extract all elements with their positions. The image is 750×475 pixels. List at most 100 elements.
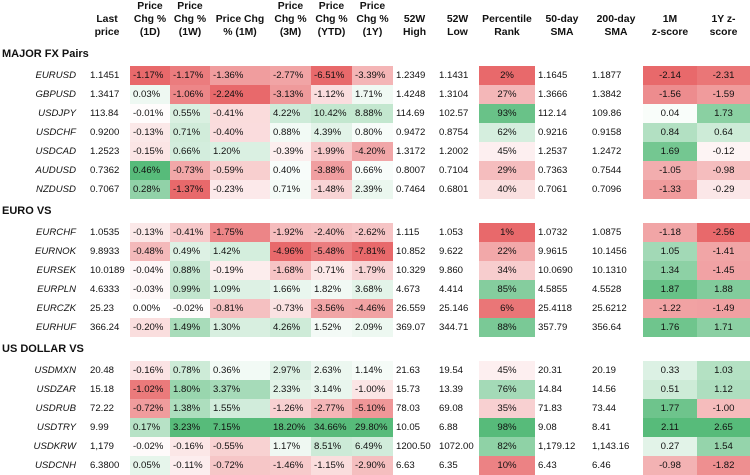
- chg-1w: -0.73%: [170, 161, 210, 180]
- chg-1y: -1.79%: [352, 261, 393, 280]
- high-52w: 6.63: [396, 460, 415, 471]
- zscore-1m: -1.56: [643, 85, 697, 104]
- chg-ytd: 10.42%: [311, 104, 352, 123]
- low-52w: 25.146: [439, 303, 469, 314]
- chg-1y: -2.62%: [352, 223, 393, 242]
- chg-1d: -0.01%: [130, 104, 170, 123]
- sma-50: 25.4118: [538, 303, 572, 314]
- pair-name: EURHUF: [36, 322, 76, 333]
- zscore-1y: 1.73: [697, 104, 750, 123]
- column-header-last-price: Last price: [94, 14, 120, 38]
- table-row: GBPUSD 1.3417 0.03% -1.06% -2.24% -3.13% -1.12…: [0, 85, 750, 104]
- zscore-1m: 1.76: [643, 318, 697, 337]
- chg-1y: -5.10%: [352, 399, 393, 418]
- high-52w: 10.852: [396, 246, 426, 257]
- sma-50: 4.5855: [538, 284, 568, 295]
- sma-200: 10.1310: [592, 265, 627, 276]
- zscore-1m: -0.98: [643, 456, 697, 475]
- chg-1y: 29.80%: [352, 418, 393, 437]
- low-52w: 102.57: [439, 108, 469, 119]
- chg-1m: -0.81%: [210, 299, 270, 318]
- chg-1w: 1.49%: [170, 318, 210, 337]
- pair-name: GBPUSD: [35, 89, 76, 100]
- sma-50: 0.9216: [538, 127, 568, 138]
- chg-ytd: -3.88%: [311, 161, 352, 180]
- chg-1m: 1.20%: [210, 142, 270, 161]
- section-header: EURO VS: [0, 199, 750, 223]
- table-row: EURCZK 25.23 0.00% -0.02% -0.81% -0.73% -3.56%…: [0, 299, 750, 318]
- chg-1m: -0.41%: [210, 104, 270, 123]
- sma-50: 20.31: [538, 365, 563, 376]
- zscore-1m: 0.27: [643, 437, 697, 456]
- chg-1m: 1.55%: [210, 399, 270, 418]
- chg-1d: -1.17%: [130, 66, 170, 85]
- chg-1y: -3.39%: [352, 66, 393, 85]
- last-price: 25.23: [90, 303, 115, 314]
- zscore-1y: -2.31: [697, 66, 750, 85]
- zscore-1m: 0.51: [643, 380, 697, 399]
- chg-3m: -1.26%: [270, 399, 311, 418]
- chg-1d: -0.48%: [130, 242, 170, 261]
- zscore-1y: -1.45: [697, 261, 750, 280]
- chg-1y: 0.80%: [352, 123, 393, 142]
- chg-1d: -0.72%: [130, 399, 170, 418]
- zscore-1m: 2.11: [643, 418, 697, 437]
- column-header-chg-3m: Price Chg % (3M): [274, 1, 307, 38]
- chg-1m: 1.30%: [210, 318, 270, 337]
- high-52w: 1200.50: [396, 441, 431, 452]
- chg-1y: -4.46%: [352, 299, 393, 318]
- chg-3m: 2.97%: [270, 361, 311, 380]
- chg-1d: -0.20%: [130, 318, 170, 337]
- table-row: USDCNH 6.3800 0.05% -0.11% -0.72% -1.46% -1.15…: [0, 456, 750, 475]
- chg-1m: -0.59%: [210, 161, 270, 180]
- zscore-1y: -0.98: [697, 161, 750, 180]
- zscore-1m: 1.87: [643, 280, 697, 299]
- high-52w: 1.4248: [396, 89, 426, 100]
- chg-3m: -0.39%: [270, 142, 311, 161]
- percentile-rank: 1%: [479, 223, 535, 242]
- table-row: USDCHF 0.9200 -0.13% 0.71% -0.40% 0.88% 4.39% 0…: [0, 123, 750, 142]
- table-row: USDMXN 20.48 -0.16% 0.78% 0.36% 2.97% 2.63% 1.1…: [0, 361, 750, 380]
- chg-3m: 1.17%: [270, 437, 311, 456]
- chg-1m: 7.15%: [210, 418, 270, 437]
- zscore-1y: -1.59: [697, 85, 750, 104]
- chg-1w: -0.16%: [170, 437, 210, 456]
- chg-ytd: -1.48%: [311, 180, 352, 199]
- sma-200: 8.41: [592, 422, 611, 433]
- sma-50: 0.7061: [538, 184, 568, 195]
- pair-name: EURSEK: [36, 265, 76, 276]
- sma-50: 9.9615: [538, 246, 568, 257]
- last-price: 1.0535: [90, 227, 120, 238]
- sma-200: 10.1456: [592, 246, 627, 257]
- chg-1y: 2.09%: [352, 318, 393, 337]
- section-header: MAJOR FX Pairs: [0, 42, 750, 66]
- chg-ytd: -3.56%: [311, 299, 352, 318]
- sma-50: 14.84: [538, 384, 563, 395]
- table-row: USDZAR 15.18 -1.02% 1.80% 3.37% 2.33% 3.14% -1.…: [0, 380, 750, 399]
- zscore-1m: -1.05: [643, 161, 697, 180]
- low-52w: 4.414: [439, 284, 464, 295]
- last-price: 20.48: [90, 365, 115, 376]
- percentile-rank: 35%: [479, 399, 535, 418]
- low-52w: 9.622: [439, 246, 464, 257]
- pair-name: USDZAR: [36, 384, 76, 395]
- zscore-1m: 0.04: [643, 104, 697, 123]
- chg-3m: 4.22%: [270, 104, 311, 123]
- pair-name: USDCNH: [34, 460, 76, 471]
- chg-3m: 0.88%: [270, 123, 311, 142]
- table-row: EURHUF 366.24 -0.20% 1.49% 1.30% 4.26% 1.52% 2.…: [0, 318, 750, 337]
- chg-1d: -0.13%: [130, 123, 170, 142]
- chg-1m: -2.24%: [210, 85, 270, 104]
- table-row: USDRUB 72.22 -0.72% 1.38% 1.55% -1.26% -2.77% -…: [0, 399, 750, 418]
- zscore-1m: 0.84: [643, 123, 697, 142]
- pair-name: EURUSD: [35, 70, 76, 81]
- pair-name: EURCZK: [36, 303, 76, 314]
- percentile-rank: 34%: [479, 261, 535, 280]
- chg-1y: 8.88%: [352, 104, 393, 123]
- chg-1w: -1.37%: [170, 180, 210, 199]
- percentile-rank: 93%: [479, 104, 535, 123]
- chg-1d: -0.03%: [130, 280, 170, 299]
- column-header-high-52w: 52W High: [402, 14, 427, 38]
- column-header-low-52w: 52W Low: [446, 14, 469, 38]
